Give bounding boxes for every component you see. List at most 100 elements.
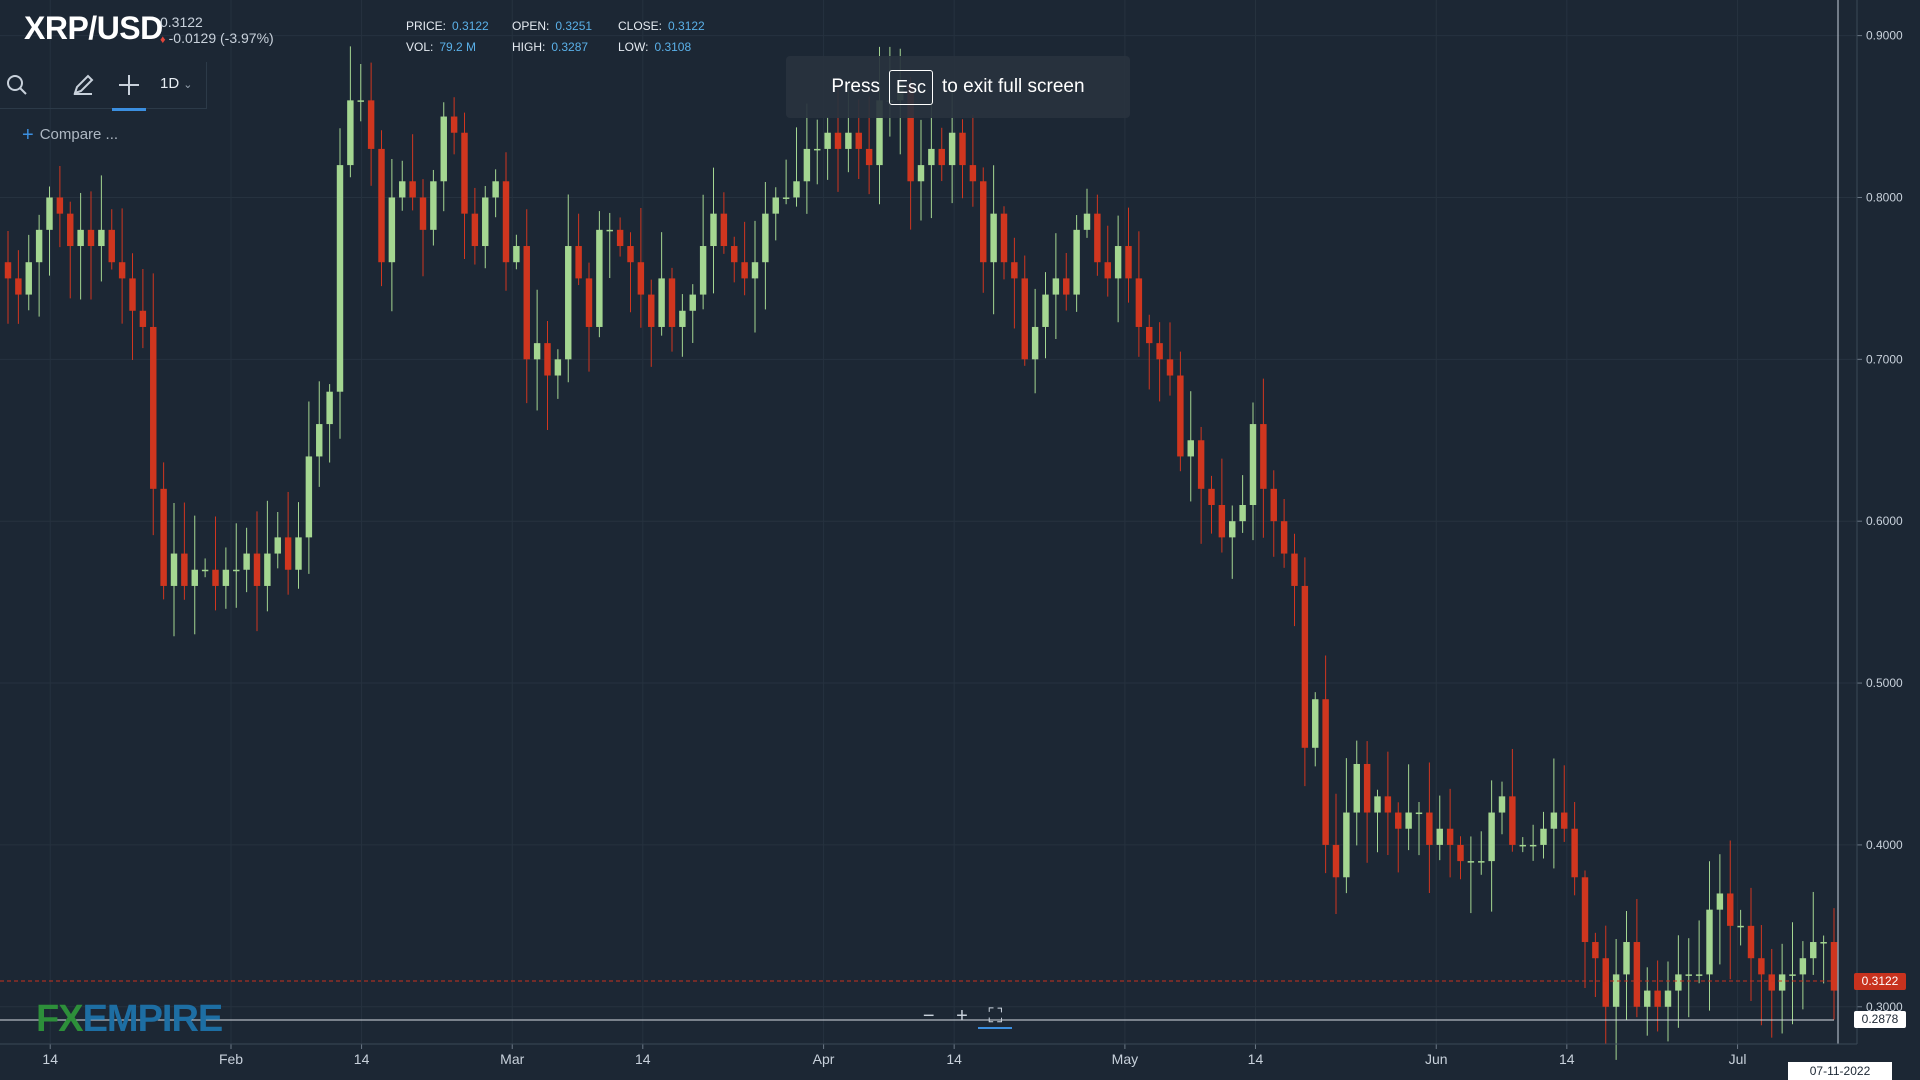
- candle-body: [679, 310, 686, 327]
- fit-screen-button[interactable]: ⛶: [988, 1004, 1003, 1027]
- zoom-out-button[interactable]: −: [922, 1004, 935, 1027]
- candle-body: [367, 100, 375, 149]
- candle: [1675, 935, 1682, 1028]
- candle: [1571, 802, 1578, 896]
- candle: [1426, 762, 1433, 893]
- candle-body: [814, 148, 821, 151]
- candle: [1706, 861, 1713, 1011]
- compare-button[interactable]: + Compare ...: [22, 124, 118, 147]
- crosshair-button[interactable]: [114, 70, 144, 100]
- candle-body: [575, 246, 582, 279]
- candle-body: [689, 294, 696, 311]
- esc-key: Esc: [888, 69, 933, 105]
- candle-body: [492, 181, 499, 198]
- candle: [565, 194, 572, 383]
- candle: [1363, 741, 1371, 863]
- candle-body: [938, 148, 945, 166]
- candle-body: [4, 262, 12, 279]
- symbol-last-price: 0.3122: [160, 14, 203, 30]
- candle: [1664, 961, 1672, 1042]
- candle: [1695, 920, 1703, 984]
- candle-body: [305, 456, 313, 538]
- candle: [347, 46, 354, 178]
- candle-body: [1498, 796, 1506, 813]
- candle: [1063, 253, 1070, 311]
- candle-body: [1083, 213, 1091, 230]
- zoom-in-button[interactable]: +: [956, 1004, 968, 1027]
- interval-select[interactable]: 1D ⌄: [160, 75, 192, 92]
- x-tick-label: 14: [42, 1051, 58, 1067]
- candle: [77, 192, 84, 300]
- symbol-change: ♦ -0.0129 (-3.97%): [160, 30, 274, 46]
- draw-button[interactable]: [68, 70, 98, 100]
- candle: [1716, 854, 1724, 965]
- candle: [658, 232, 665, 336]
- candle: [1727, 840, 1734, 980]
- candle-body: [793, 181, 800, 198]
- candle-body: [845, 132, 852, 149]
- candle-body: [1405, 812, 1412, 829]
- candle: [606, 212, 613, 279]
- candle-body: [409, 181, 416, 198]
- x-axis: 14 Feb 14 Mar 14 Apr 14 May 14 Jun 14 Jul: [42, 1044, 1747, 1067]
- candle: [1291, 533, 1298, 627]
- x-tick-label: Apr: [813, 1051, 835, 1067]
- candle: [1156, 322, 1163, 402]
- candle-body: [1467, 861, 1475, 863]
- candle-body: [658, 278, 665, 327]
- candle: [1280, 498, 1288, 568]
- low-value: 0.3108: [654, 40, 692, 54]
- fullscreen-notice-after: to exit full screen: [942, 76, 1085, 97]
- candle: [1260, 378, 1267, 538]
- candle: [25, 234, 32, 311]
- candle: [1312, 692, 1319, 767]
- candle-body: [1571, 828, 1578, 878]
- candle-body: [1156, 343, 1163, 360]
- candle: [1446, 788, 1454, 878]
- candle-body: [1778, 974, 1786, 991]
- candle-body: [1581, 877, 1589, 943]
- candle-body: [243, 553, 250, 570]
- candle-body: [1685, 974, 1692, 976]
- candle: [1187, 391, 1194, 502]
- candle: [1488, 780, 1495, 912]
- candle: [253, 511, 261, 632]
- candle: [917, 119, 925, 221]
- candle-body: [46, 197, 53, 230]
- candle: [938, 127, 945, 182]
- x-tick-label: 14: [635, 1051, 651, 1067]
- candle-body: [1436, 828, 1443, 845]
- candle: [1768, 948, 1775, 1038]
- candle-body: [1654, 990, 1661, 1007]
- candle: [108, 209, 115, 270]
- candle-body: [762, 213, 769, 263]
- candle: [648, 279, 655, 367]
- candle: [1135, 231, 1143, 357]
- candle: [295, 502, 302, 589]
- candle-body: [1488, 812, 1495, 862]
- candle-body: [637, 262, 645, 295]
- candle: [98, 175, 105, 282]
- candle-body: [917, 165, 925, 182]
- candle-body: [1073, 229, 1080, 295]
- candle-body: [336, 165, 344, 392]
- candle-body: [855, 132, 862, 149]
- y-tick-label: 0.5000: [1866, 676, 1903, 690]
- candle: [316, 381, 323, 487]
- candle-body: [741, 262, 748, 279]
- candle-body: [1830, 942, 1838, 991]
- candle-body: [326, 391, 333, 425]
- candle-body: [1208, 488, 1215, 506]
- close-value: 0.3122: [668, 19, 705, 33]
- candle: [502, 152, 510, 291]
- candle: [440, 102, 447, 212]
- candle-body: [1229, 521, 1236, 538]
- candle-body: [212, 569, 219, 586]
- candle-body: [274, 537, 281, 554]
- close-label: CLOSE:: [618, 19, 663, 33]
- search-button[interactable]: [2, 70, 32, 100]
- x-tick-label: 14: [946, 1051, 962, 1067]
- candle-body: [1239, 505, 1246, 522]
- low-label: LOW:: [618, 40, 649, 54]
